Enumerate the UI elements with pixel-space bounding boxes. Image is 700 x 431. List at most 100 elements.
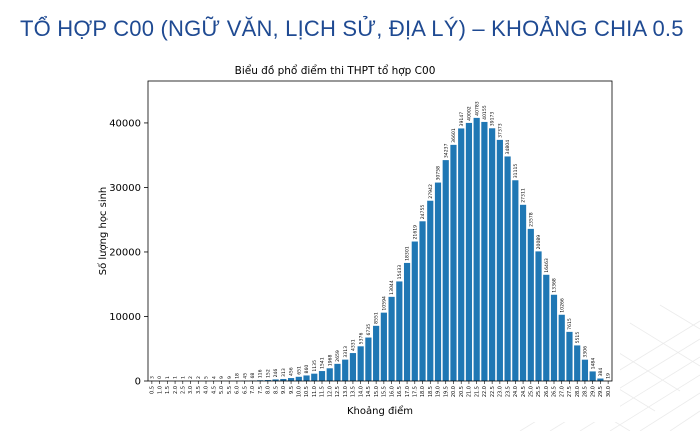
x-tick-label: 10.5 <box>304 386 310 397</box>
plot-frame <box>147 80 613 382</box>
bar <box>597 378 604 381</box>
x-tick-label: 24.5 <box>521 386 527 397</box>
x-tick-label: 21.0 <box>467 386 473 397</box>
bar-value-label: 2 <box>188 376 194 379</box>
bar-value-label: 21619 <box>412 225 418 240</box>
bar-value-label: 0 <box>157 376 163 379</box>
x-tick-label: 26.5 <box>552 386 558 397</box>
bar-value-label: 13368 <box>552 278 558 293</box>
x-tick-label: 11.5 <box>320 386 326 397</box>
x-tick-label: 19.5 <box>443 386 449 397</box>
bar-value-label: 246 <box>273 369 279 378</box>
x-tick-label: 18.0 <box>420 386 426 397</box>
bar <box>581 359 589 381</box>
bar <box>489 128 496 381</box>
bar-value-label: 7615 <box>567 318 573 330</box>
x-tick-label: 29.0 <box>590 386 596 397</box>
x-tick-label: 17.0 <box>405 386 411 397</box>
bar <box>458 128 465 381</box>
x-tick-label: 7.0 <box>250 386 256 394</box>
x-tick-label: 27.5 <box>567 386 573 397</box>
bar <box>303 375 310 381</box>
x-tick-label: 3.5 <box>196 386 202 394</box>
bar <box>519 204 527 381</box>
bar-value-label: 860 <box>304 365 310 374</box>
x-tick-label: 10.0 <box>297 386 303 397</box>
chart-card: Biểu đồ phổ điểm thi THPT tổ hợp C00 0 10… <box>92 57 620 422</box>
bar <box>566 331 573 381</box>
bar-value-label: 18301 <box>405 246 411 261</box>
x-tick-label: 21.5 <box>474 386 480 397</box>
bar <box>396 281 403 381</box>
bar-value-label: 45 <box>242 373 248 379</box>
bar-value-label: 1 <box>180 376 186 379</box>
bar <box>589 371 596 381</box>
bar-value-label: 18 <box>235 373 241 379</box>
x-tick-label: 14.0 <box>358 386 364 397</box>
x-tick-label: 15.0 <box>374 386 380 397</box>
bar-value-label: 40002 <box>467 106 473 121</box>
x-tick-label: 22.5 <box>490 386 496 397</box>
bar <box>481 121 488 381</box>
bar <box>496 139 503 381</box>
x-tick-label: 11.0 <box>312 386 318 397</box>
bar <box>287 378 295 381</box>
y-tick-label: 40000 <box>109 118 141 129</box>
bar-value-label: 27311 <box>521 188 527 203</box>
bar-value-label: 3306 <box>583 346 589 358</box>
bar-value-label: 313 <box>281 368 287 377</box>
bar-value-label: 15433 <box>397 265 403 280</box>
x-tick-label: 7.5 <box>258 386 264 394</box>
bar <box>318 371 326 381</box>
bar <box>311 373 318 381</box>
y-axis-label: Số lượng học sinh <box>97 187 109 276</box>
bar <box>527 228 534 381</box>
bar <box>280 378 287 381</box>
x-tick-label: 27.0 <box>559 386 565 397</box>
bar-value-label: 1135 <box>312 360 318 372</box>
bar-value-label: 20089 <box>536 235 542 250</box>
bar-value-label: 9 <box>219 376 225 379</box>
chart-title: Biểu đồ phổ điểm thi THPT tổ hợp C00 <box>235 64 436 77</box>
x-tick-label: 30.0 <box>606 386 612 397</box>
bar-value-label: 39173 <box>490 112 496 127</box>
x-tick-label: 6.0 <box>235 386 241 394</box>
bar-value-label: 4331 <box>351 339 357 351</box>
x-tick-label: 18.5 <box>428 386 434 397</box>
bar-value-label: 1 <box>165 376 171 379</box>
bar-value-label: 30758 <box>436 166 442 181</box>
x-tick-label: 13.5 <box>351 386 357 397</box>
bar-value-label: 10594 <box>381 296 387 311</box>
bar-value-labels: 3 0 1 1 1 2 2 5 4 9 9 18 45 68 116 152 246 313 456 651 860 11… <box>149 101 611 379</box>
bar-value-label: 456 <box>289 367 295 376</box>
x-tick-label: 23.5 <box>505 386 511 397</box>
x-tick-label: 16.5 <box>397 386 403 397</box>
bar <box>419 221 426 381</box>
bar <box>403 262 411 381</box>
x-tick-label: 25.5 <box>536 386 542 397</box>
bar-value-label: 116 <box>258 369 264 378</box>
bar <box>558 314 565 381</box>
bar-value-label: 5376 <box>358 333 364 345</box>
bar <box>427 200 434 381</box>
bar <box>535 251 542 381</box>
bar <box>411 241 418 381</box>
x-tick-label: 23.0 <box>498 386 504 397</box>
x-tick-label: 19.0 <box>436 386 442 397</box>
bar <box>342 359 349 381</box>
bar-value-label: 13044 <box>389 280 395 295</box>
x-tick-label: 9.0 <box>281 386 287 394</box>
bar-value-label: 31115 <box>513 164 519 179</box>
bar-value-label: 1541 <box>320 357 326 369</box>
bar-value-label: 40155 <box>482 105 488 120</box>
x-tick-label: 28.5 <box>583 386 589 397</box>
y-axis-ticks: 0 10000 20000 30000 40000 <box>109 118 148 388</box>
x-tick-label: 20.5 <box>459 386 465 397</box>
bar-value-label: 1484 <box>590 358 596 370</box>
bar <box>334 363 341 381</box>
bar <box>450 144 457 381</box>
bar-chart: Biểu đồ phổ điểm thi THPT tổ hợp C00 010… <box>97 64 613 417</box>
x-axis-ticks: 0.5 1.0 1.5 2.0 2.5 3.0 3.5 4.0 4.5 5.0 5.5 6.0 6.5 7… <box>150 381 612 397</box>
x-tick-label: 29.5 <box>598 386 604 397</box>
x-tick-label: 25.0 <box>529 386 535 397</box>
